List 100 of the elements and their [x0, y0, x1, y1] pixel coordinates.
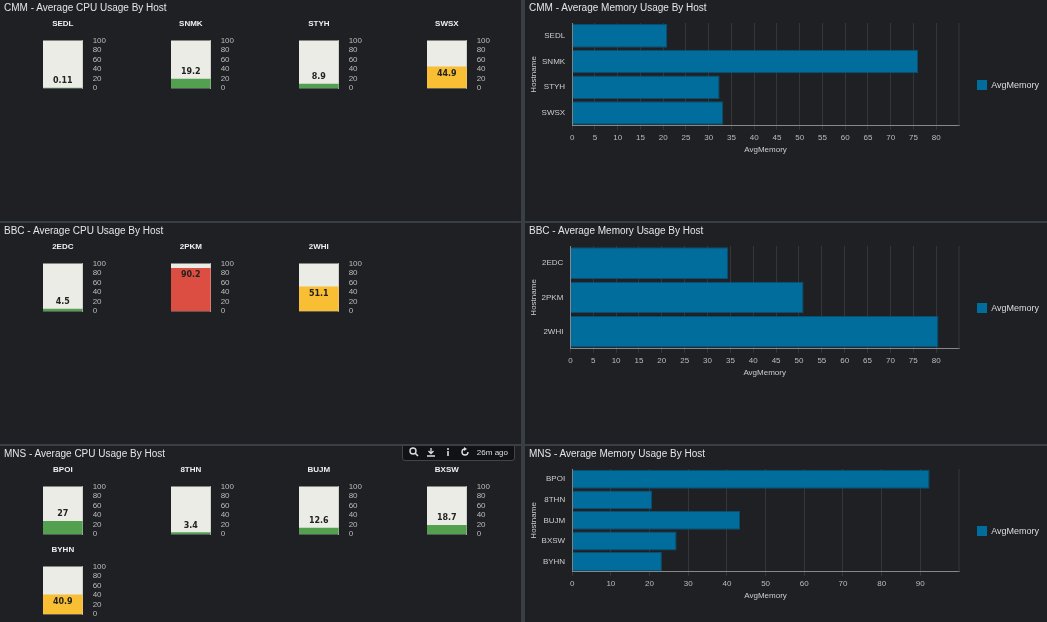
y-tick-label: 60 — [220, 54, 231, 64]
y-tick-label: 100 — [220, 258, 235, 268]
y-tick-label: 40 — [476, 64, 487, 74]
y-tick-label: 60 — [92, 500, 103, 510]
y-tick-label: 80 — [476, 45, 487, 55]
x-tick-label: 5 — [591, 355, 597, 365]
y-tick-label: 20 — [92, 296, 103, 306]
y-tick-label: 2EDC — [542, 258, 564, 268]
y-tick-label: BYHN — [542, 556, 566, 566]
x-tick-label: 55 — [818, 132, 828, 142]
y-tick-label: 80 — [92, 491, 103, 501]
y-tick-label: 0 — [348, 529, 354, 539]
y-tick-label: 20 — [220, 296, 231, 306]
y-tick-label: 80 — [348, 491, 359, 501]
x-axis-title: AvgMemory — [744, 145, 787, 155]
y-tick-label: 20 — [220, 73, 231, 83]
x-tick-label: 70 — [838, 578, 848, 588]
y-tick-label: 0 — [92, 609, 98, 619]
y-tick-label: 80 — [476, 491, 487, 501]
x-tick-label: 90 — [915, 578, 926, 588]
y-tick-label: SEDL — [544, 31, 566, 41]
y-tick-label: 2PKM — [541, 292, 564, 302]
data-label: 90.2 — [180, 270, 201, 280]
x-tick-label: BPOI — [53, 465, 73, 474]
y-tick-label: SNMK — [542, 56, 566, 66]
x-tick-label: 35 — [726, 132, 737, 142]
x-tick-label: 65 — [863, 132, 873, 142]
x-tick-label: 30 — [704, 132, 714, 142]
y-tick-label: 0 — [220, 83, 226, 93]
x-tick-label: 30 — [683, 578, 694, 588]
y-tick-label: 80 — [220, 268, 231, 278]
y-axis-title: Hostname — [529, 55, 538, 93]
data-label: 19.2 — [180, 67, 201, 77]
x-axis-title: AvgMemory — [743, 368, 786, 378]
x-tick-label: 10 — [611, 355, 622, 365]
x-tick-label: 2PKM — [179, 242, 203, 251]
y-tick-label: 100 — [348, 35, 363, 45]
y-tick-label: 40 — [92, 64, 103, 74]
y-tick-label: 60 — [476, 500, 487, 510]
y-tick-label: 20 — [92, 599, 103, 609]
x-tick-label: 0 — [569, 578, 575, 588]
x-tick-label: SEDL — [52, 19, 74, 28]
x-tick-label: 10 — [606, 578, 616, 588]
y-tick-label: BUJM — [543, 515, 566, 525]
y-tick-label: 0 — [348, 83, 354, 93]
x-tick-label: 25 — [680, 355, 690, 365]
y-axis-title: Hostname — [529, 278, 538, 316]
y-tick-label: 100 — [476, 481, 491, 491]
x-tick-label: 10 — [613, 132, 623, 142]
y-tick-label: 80 — [92, 268, 103, 278]
data-label: 8.9 — [311, 72, 327, 82]
y-tick-label: 2WHI — [543, 326, 564, 336]
y-tick-label: 80 — [92, 571, 103, 581]
y-tick-label: 100 — [348, 258, 363, 268]
x-tick-label: SNMK — [179, 19, 203, 28]
y-tick-label: 40 — [92, 590, 103, 600]
x-tick-label: 80 — [931, 355, 942, 365]
x-tick-label: 20 — [658, 132, 669, 142]
y-tick-label: 100 — [348, 481, 363, 491]
y-tick-label: 40 — [220, 510, 231, 520]
x-tick-label: 45 — [772, 132, 782, 142]
chart-title: MNS - Average CPU Usage By Host — [4, 448, 165, 459]
x-tick-label: 70 — [885, 355, 896, 365]
y-tick-label: 100 — [476, 35, 491, 45]
x-axis-title: AvgMemory — [744, 591, 787, 601]
x-tick-label: 65 — [863, 355, 873, 365]
x-tick-label: 20 — [657, 355, 667, 365]
x-tick-label: 75 — [909, 132, 919, 142]
chart-title: CMM - Average Memory Usage By Host — [528, 1, 708, 15]
y-tick-label: 20 — [348, 519, 359, 529]
x-tick-label: 35 — [725, 355, 736, 365]
y-tick-label: 0 — [92, 83, 98, 93]
y-tick-label: 0 — [476, 83, 482, 93]
y-tick-label: 60 — [348, 500, 359, 510]
y-tick-label: 80 — [220, 491, 231, 501]
y-tick-label: 60 — [92, 54, 103, 64]
x-tick-label: 40 — [748, 355, 759, 365]
x-tick-label: 8THN — [180, 465, 202, 474]
y-tick-label: 40 — [348, 64, 359, 74]
y-tick-label: 60 — [92, 277, 103, 287]
y-tick-label: 40 — [476, 510, 487, 520]
y-tick-label: 80 — [348, 268, 359, 278]
y-tick-label: 100 — [92, 561, 107, 571]
y-tick-label: 20 — [220, 519, 231, 529]
data-label: 12.6 — [308, 516, 330, 526]
x-tick-label: 40 — [749, 132, 760, 142]
x-tick-label: 2WHI — [308, 242, 329, 251]
x-tick-label: 0 — [569, 132, 575, 142]
x-tick-label: BXSW — [434, 465, 460, 474]
data-label: 3.4 — [183, 520, 199, 530]
y-tick-label: BPOI — [546, 474, 566, 484]
y-tick-label: 40 — [220, 64, 231, 74]
x-tick-label: 55 — [817, 355, 827, 365]
y-tick-label: 0 — [92, 306, 98, 316]
y-tick-label: STYH — [543, 82, 566, 92]
data-label: 4.5 — [55, 297, 71, 307]
x-tick-label: 70 — [886, 132, 896, 142]
y-tick-label: 0 — [220, 306, 226, 316]
y-tick-label: 40 — [220, 287, 231, 297]
x-tick-label: 2EDC — [52, 242, 74, 251]
